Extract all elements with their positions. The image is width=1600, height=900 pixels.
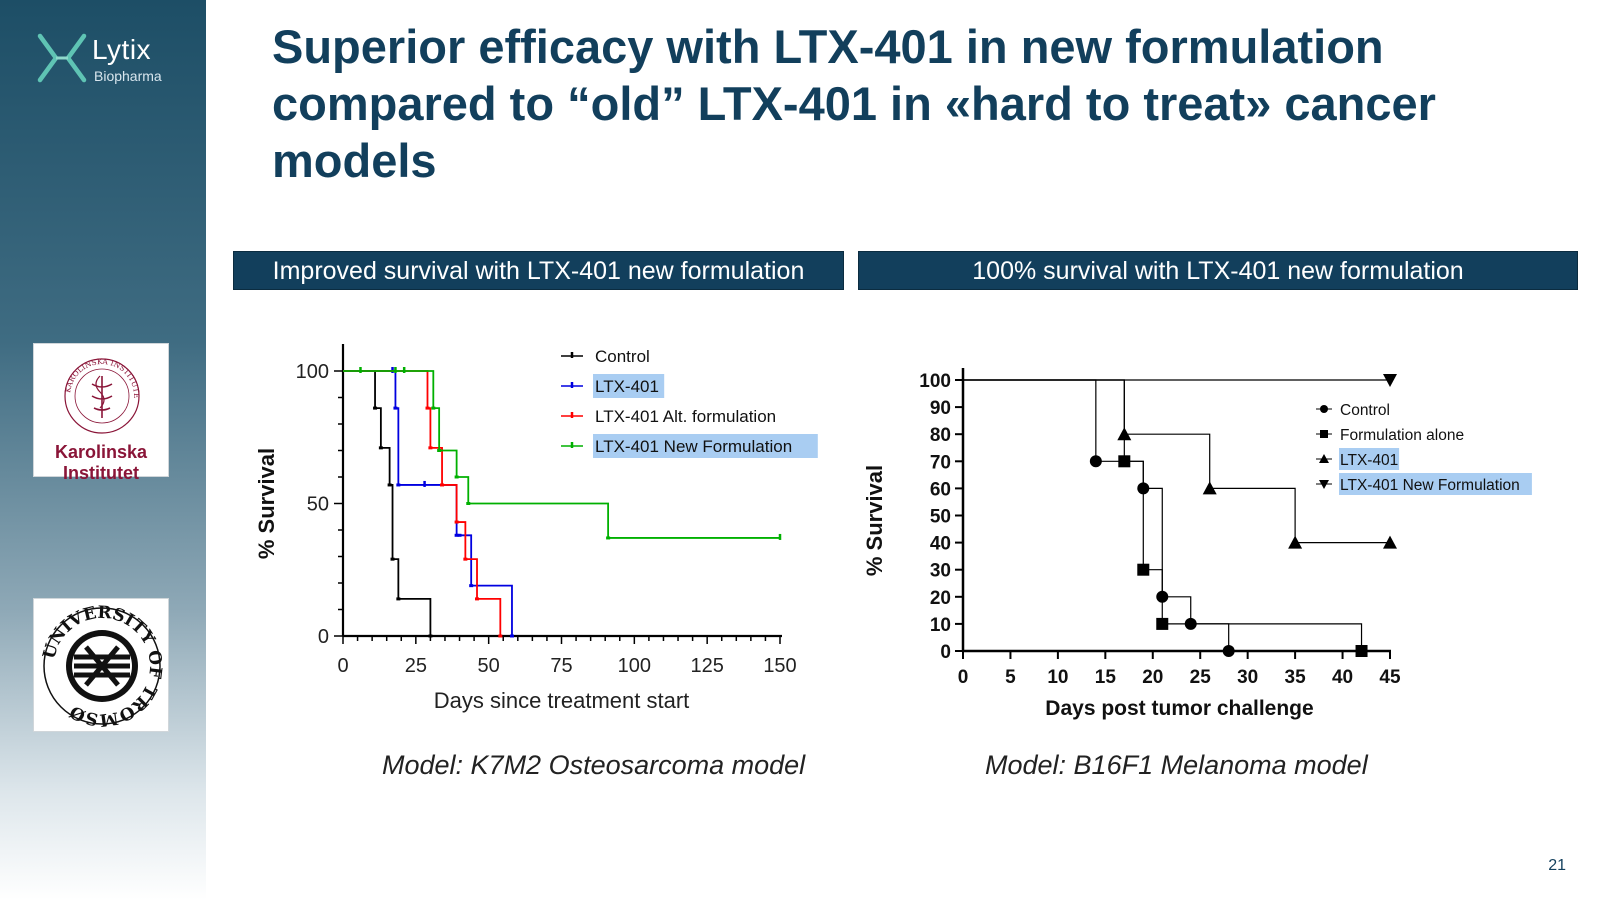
lytix-logo-subtitle: Biopharma [94, 68, 162, 84]
x-tick-label: 10 [1047, 667, 1068, 688]
data-point [1222, 645, 1235, 657]
karolinska-name-line1: Karolinska [54, 442, 148, 462]
x-tick-label: 25 [1190, 667, 1212, 688]
data-point [1117, 427, 1132, 441]
survival-curve [963, 379, 1390, 544]
x-tick-label: 75 [550, 655, 572, 677]
y-tick-label: 80 [930, 425, 951, 446]
y-tick-label: 100 [296, 361, 329, 383]
x-tick-label: 50 [478, 655, 500, 677]
data-point [1137, 563, 1150, 576]
x-tick-label: 5 [1005, 667, 1016, 688]
right-model-caption: Model: B16F1 Melanoma model [985, 750, 1368, 780]
legend-label: LTX-401 [1340, 452, 1398, 469]
series-formulation-alone: Formulation alone [963, 379, 1464, 657]
x-tick-label: 25 [405, 655, 427, 677]
x-tick-label: 30 [1237, 667, 1258, 688]
legend-marker [1320, 405, 1328, 413]
page-title: Superior efficacy with LTX-401 in new fo… [272, 20, 1436, 187]
data-point [1156, 617, 1169, 630]
y-axis-label: % Survival [862, 465, 887, 576]
survival-curve [963, 379, 1230, 651]
y-tick-label: 100 [919, 371, 951, 392]
legend-marker [1320, 430, 1328, 438]
survival-curve [343, 370, 780, 539]
legend-highlight [1339, 473, 1532, 495]
y-axis-label: % Survival [254, 448, 279, 559]
karolinska-seal-text: KAROLINSKA INSTITUTET · ANNO 1810 [34, 344, 141, 398]
y-tick-label: 30 [930, 561, 951, 582]
x-tick-label: 150 [763, 655, 796, 677]
karolinska-seal-icon: KAROLINSKA INSTITUTET · ANNO 1810 [34, 344, 141, 434]
tromso-seal-icon: UNIVERSITY OF TROMSØ [39, 603, 165, 730]
y-tick-label: 50 [307, 494, 329, 516]
legend-marker [1319, 480, 1329, 489]
karolinska-name: Karolinska Institutet [34, 442, 168, 484]
y-tick-label: 70 [930, 452, 951, 473]
data-point [1118, 455, 1131, 468]
slide-number: 21 [1548, 857, 1566, 874]
x-tick-label: 20 [1142, 667, 1163, 688]
data-point [1202, 481, 1217, 495]
x-axis-label: Days since treatment start [434, 688, 690, 713]
svg-text:KAROLINSKA INSTITUTET · ANNO 1: KAROLINSKA INSTITUTET · ANNO 1810 [34, 344, 141, 398]
legend-highlight [1339, 448, 1400, 470]
x-tick-label: 45 [1379, 667, 1401, 688]
x-tick-label: 35 [1285, 667, 1307, 688]
y-tick-label: 40 [930, 534, 951, 555]
data-point [1089, 455, 1102, 468]
x-tick-label: 15 [1095, 667, 1117, 688]
legend-label: LTX-401 Alt. formulation [595, 407, 776, 426]
legend-highlight [593, 374, 665, 398]
osteosarcoma-survival-chart: 0 25 50 75 100 125 150 0 50 100 Days since treatme… [254, 344, 818, 713]
y-tick-label: 60 [930, 479, 951, 500]
x-tick-label: 0 [958, 667, 969, 688]
data-point [1355, 645, 1368, 657]
x-tick-label: 100 [618, 655, 651, 677]
data-point [1288, 535, 1303, 549]
lytix-logo: Lytix Biopharma [36, 30, 186, 90]
legend-label: Formulation alone [1340, 427, 1464, 444]
y-tick-label: 90 [930, 398, 951, 419]
series-control: Control [963, 379, 1390, 657]
x-tick-label: 0 [337, 655, 348, 677]
series-ltx-401-new-formulation: LTX-401 New Formulation [963, 374, 1532, 495]
legend-label: Control [1340, 402, 1390, 419]
x-tick-label: 125 [690, 655, 723, 677]
series-ltx-401-alt-formulation: LTX-401 Alt. formulation [343, 370, 776, 638]
series-ltx-401-new-formulation: LTX-401 New Formulation [343, 367, 818, 540]
y-tick-label: 50 [930, 507, 951, 528]
left-panel-banner: Improved survival with LTX-401 new formu… [233, 251, 844, 290]
karolinska-logo: KAROLINSKA INSTITUTET · ANNO 1810 Karoli… [33, 343, 169, 483]
left-model-caption: Model: K7M2 Osteosarcoma model [382, 750, 806, 780]
survival-curve [343, 370, 432, 636]
x-axis-label: Days post tumor challenge [1045, 697, 1313, 720]
data-point [1383, 535, 1397, 549]
lytix-logo-name: Lytix [92, 34, 152, 65]
series-ltx-401: LTX-401 [963, 379, 1400, 549]
legend-label: LTX-401 New Formulation [595, 437, 792, 456]
legend-highlight [593, 434, 818, 458]
series-control: Control [343, 347, 650, 638]
lytix-logo-icon [37, 33, 87, 83]
right-panel-banner: 100% survival with LTX-401 new formulati… [858, 251, 1578, 290]
y-tick-label: 10 [930, 615, 951, 636]
legend-label: Control [595, 347, 650, 366]
y-tick-label: 0 [940, 642, 951, 663]
data-point [1383, 374, 1397, 387]
legend-label: LTX-401 [595, 377, 659, 396]
x-tick-label: 40 [1332, 667, 1353, 688]
legend-label: LTX-401 New Formulation [1340, 477, 1520, 494]
sidebar: Lytix Biopharma KAROLINSKA INSTITUTET · … [0, 0, 206, 900]
y-tick-label: 20 [930, 588, 951, 609]
melanoma-survival-chart: 0 5 10 15 20 25 30 35 40 45 0 10 20 30 40 50 60 70 80 90 100… [862, 368, 1532, 720]
karolinska-name-line2: Institutet [63, 463, 139, 483]
legend-marker [1319, 454, 1329, 463]
university-tromso-logo: UNIVERSITY OF TROMSØ [33, 598, 169, 732]
y-tick-label: 0 [318, 626, 329, 648]
